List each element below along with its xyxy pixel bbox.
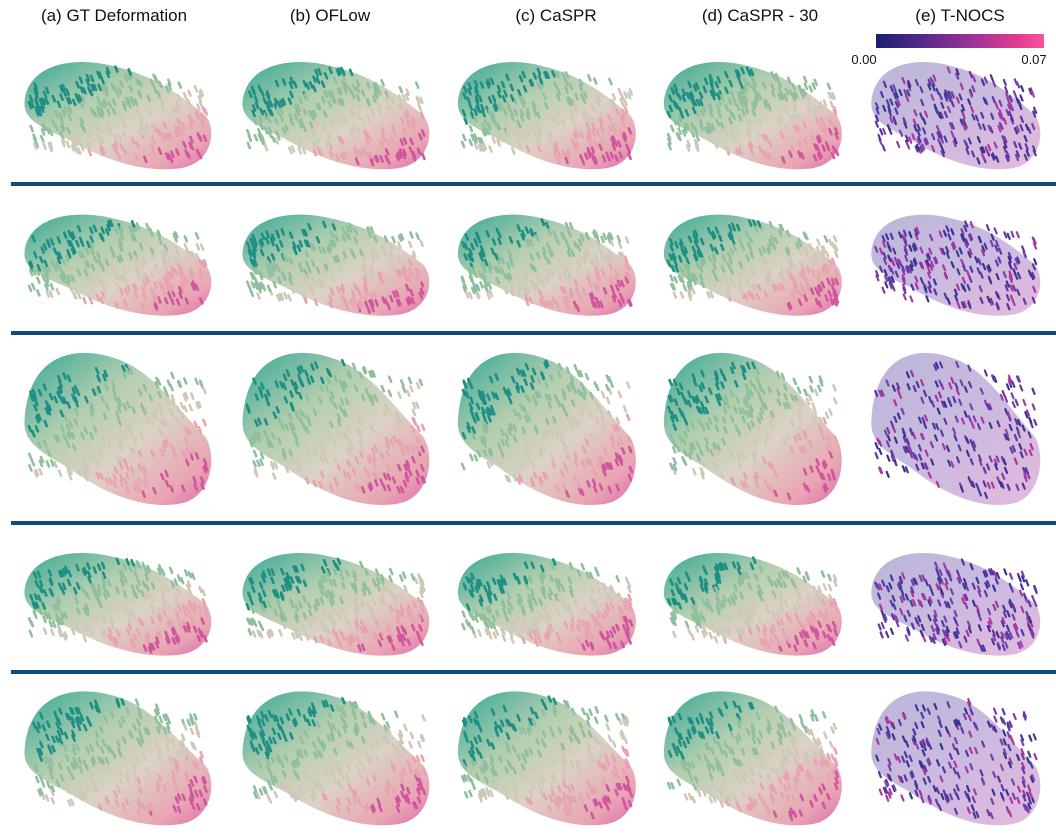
point-cloud-caspr-30-row-1 — [652, 38, 852, 178]
column-header-caspr: (c) CaSPR — [515, 6, 597, 25]
point-cloud-t-nocs-row-5 — [860, 680, 1050, 835]
point-cloud-gt-deformation-row-4 — [12, 530, 222, 664]
error-colorbar — [876, 34, 1044, 48]
column-header-gt-deformation: (a) GT Deformation — [40, 6, 188, 25]
point-cloud-caspr-30-row-3 — [652, 340, 852, 516]
point-cloud-caspr-row-2 — [446, 192, 646, 324]
row-divider — [11, 670, 1056, 674]
point-cloud-oflow-row-1 — [230, 38, 440, 178]
row-divider — [11, 331, 1056, 335]
point-cloud-oflow-row-5 — [230, 680, 440, 835]
row-divider — [11, 182, 1056, 186]
point-cloud-caspr-30-row-5 — [652, 680, 852, 835]
colorbar-min-label: 0.00 — [851, 52, 877, 67]
row-divider — [11, 521, 1056, 525]
point-cloud-caspr-row-1 — [446, 38, 646, 178]
column-header-t-nocs: (e) T-NOCS — [915, 6, 1005, 25]
point-cloud-t-nocs-row-4 — [860, 530, 1050, 664]
point-cloud-gt-deformation-row-1 — [12, 38, 222, 178]
point-cloud-gt-deformation-row-5 — [12, 680, 222, 835]
point-cloud-caspr-row-5 — [446, 680, 646, 835]
column-header-caspr-30: (d) CaSPR - 30 — [701, 6, 819, 25]
point-cloud-oflow-row-2 — [230, 192, 440, 324]
point-cloud-oflow-row-3 — [230, 340, 440, 516]
point-cloud-caspr-30-row-4 — [652, 530, 852, 664]
point-cloud-caspr-row-3 — [446, 340, 646, 516]
point-cloud-t-nocs-row-2 — [860, 192, 1050, 324]
colorbar-max-label: 0.07 — [1021, 52, 1047, 67]
point-cloud-gt-deformation-row-2 — [12, 192, 222, 324]
column-header-oflow: (b) OFLow — [289, 6, 371, 25]
point-cloud-caspr-30-row-2 — [652, 192, 852, 324]
point-cloud-caspr-row-4 — [446, 530, 646, 664]
point-cloud-oflow-row-4 — [230, 530, 440, 664]
point-cloud-t-nocs-row-3 — [860, 340, 1050, 516]
point-cloud-t-nocs-row-1 — [860, 38, 1050, 178]
point-cloud-gt-deformation-row-3 — [12, 340, 222, 516]
